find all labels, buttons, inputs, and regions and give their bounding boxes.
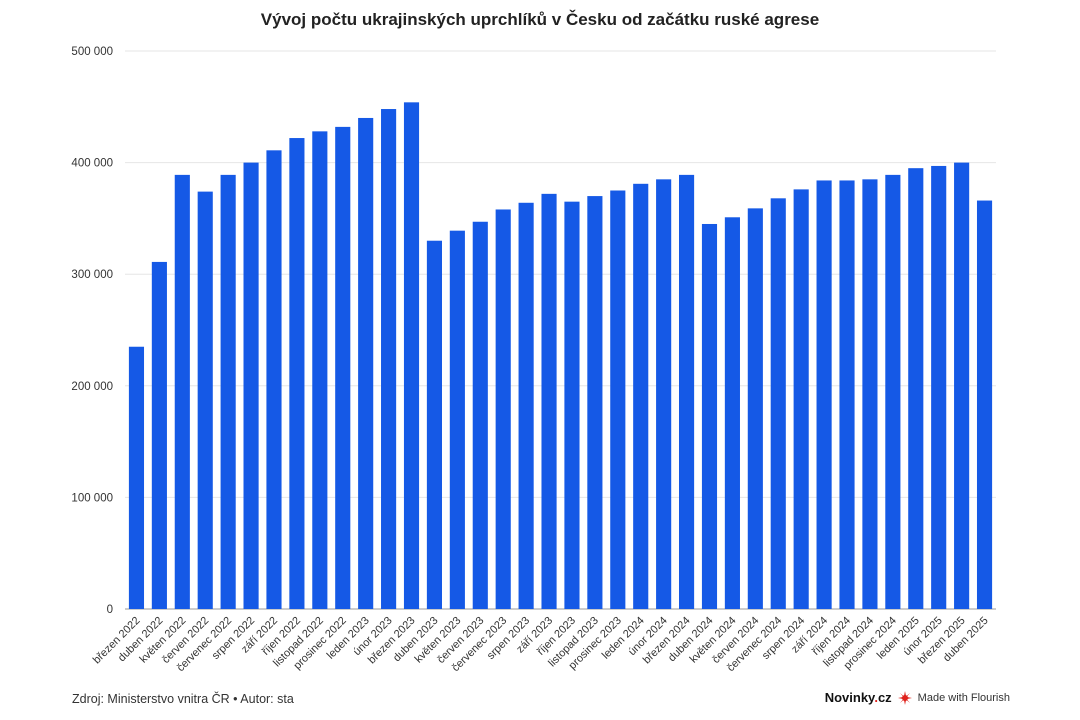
bar bbox=[770, 198, 786, 609]
brand-tld: cz bbox=[877, 690, 892, 705]
bar bbox=[335, 126, 351, 609]
bar bbox=[862, 179, 878, 609]
bar bbox=[220, 174, 236, 609]
bar bbox=[381, 109, 397, 610]
bar bbox=[312, 131, 328, 610]
bar bbox=[587, 196, 603, 609]
bar bbox=[289, 138, 305, 609]
bar bbox=[908, 168, 924, 609]
bar bbox=[358, 117, 374, 610]
bar bbox=[564, 201, 580, 609]
bar bbox=[656, 179, 672, 609]
bar bbox=[701, 223, 718, 610]
bar bbox=[839, 180, 855, 609]
footer-branding: Novinky.cz Made with Flourish bbox=[825, 690, 1010, 705]
made-with-flourish-link[interactable]: Made with Flourish bbox=[917, 691, 1010, 704]
bar bbox=[793, 189, 809, 609]
bar bbox=[151, 261, 167, 609]
bar bbox=[610, 190, 626, 609]
bar bbox=[472, 221, 488, 610]
chart-title: Vývoj počtu ukrajinských uprchlíků v Čes… bbox=[260, 10, 820, 29]
bar bbox=[954, 162, 970, 609]
brand-name: Novinky bbox=[824, 690, 875, 705]
bar bbox=[403, 102, 420, 609]
bar bbox=[633, 183, 649, 609]
y-tick-label: 500 000 bbox=[71, 46, 113, 58]
flourish-icon bbox=[897, 690, 912, 705]
brand-dot: . bbox=[874, 690, 878, 705]
novinky-logo[interactable]: Novinky.cz bbox=[825, 690, 892, 705]
y-tick-label: 400 000 bbox=[71, 158, 113, 170]
bar bbox=[243, 162, 259, 609]
bar bbox=[495, 209, 511, 610]
bar bbox=[931, 165, 947, 609]
bar bbox=[885, 174, 901, 609]
source-credit: Zdroj: Ministerstvo vnitra ČR • Autor: s… bbox=[72, 692, 294, 706]
y-tick-label: 300 000 bbox=[71, 269, 113, 281]
bar bbox=[449, 230, 465, 609]
y-tick-label: 100 000 bbox=[71, 492, 113, 504]
bar bbox=[679, 174, 695, 609]
bar bbox=[816, 180, 832, 609]
bar bbox=[541, 193, 557, 609]
bar bbox=[976, 200, 993, 609]
bar bbox=[426, 240, 442, 609]
bar bbox=[266, 150, 282, 609]
bar bbox=[197, 191, 213, 609]
bar bbox=[518, 202, 534, 609]
bar bbox=[174, 174, 190, 609]
y-tick-label: 0 bbox=[107, 604, 113, 616]
bar bbox=[747, 208, 763, 609]
bar bbox=[724, 217, 740, 609]
bar bbox=[128, 346, 145, 609]
y-tick-label: 200 000 bbox=[71, 381, 113, 393]
